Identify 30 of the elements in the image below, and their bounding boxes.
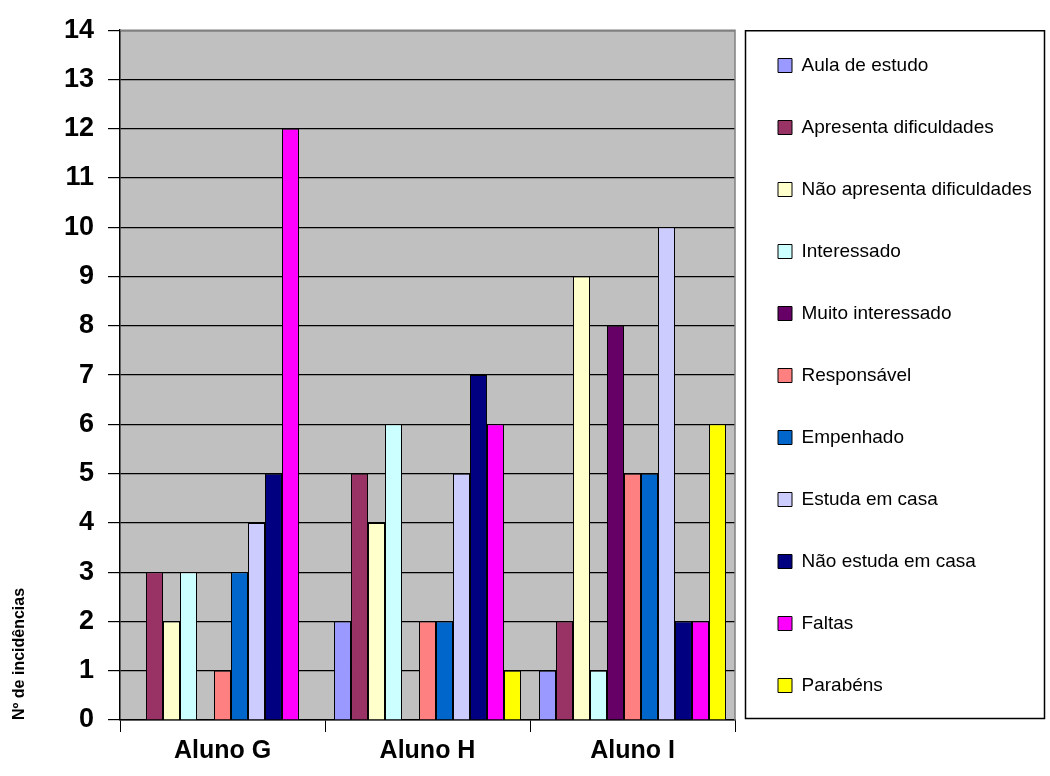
- legend-label: Apresenta dificuldades: [801, 115, 994, 137]
- legend-label: Parabéns: [801, 673, 883, 695]
- y-tick-label: 0: [78, 703, 94, 734]
- legend-label: Muito interessado: [801, 301, 952, 323]
- legend-label: Estuda em casa: [801, 487, 939, 509]
- legend-label: Responsável: [801, 363, 912, 385]
- legend-label: Não estuda em casa: [801, 549, 977, 571]
- legend-label: Aula de estudo: [801, 53, 929, 75]
- x-tick-label: Aluno H: [379, 734, 476, 763]
- y-tick-label: 1: [78, 654, 94, 685]
- y-tick-label: 14: [63, 13, 94, 44]
- y-tick-label: 13: [63, 62, 94, 93]
- y-tick-label: 4: [78, 506, 94, 537]
- y-tick-label: 6: [78, 407, 94, 438]
- x-tick-label: Aluno G: [173, 734, 272, 763]
- y-tick-label: 10: [63, 210, 94, 241]
- y-tick-label: 3: [78, 555, 94, 586]
- y-tick-label: 7: [78, 358, 94, 389]
- y-tick-label: 12: [63, 112, 94, 143]
- legend-label: Empenhado: [801, 425, 904, 447]
- y-tick-label: 2: [78, 604, 94, 635]
- y-tick-label: 11: [65, 161, 94, 192]
- y-tick-label: 8: [78, 309, 94, 340]
- y-tick-label: 5: [78, 457, 94, 488]
- x-tick-label: Aluno I: [590, 734, 675, 763]
- legend-label: Faltas: [801, 611, 854, 633]
- legend-label: Não apresenta dificuldades: [801, 177, 1032, 199]
- y-axis-title: Nº de incidências: [10, 587, 28, 720]
- y-tick-label: 9: [78, 260, 94, 291]
- legend-label: Interessado: [801, 239, 901, 261]
